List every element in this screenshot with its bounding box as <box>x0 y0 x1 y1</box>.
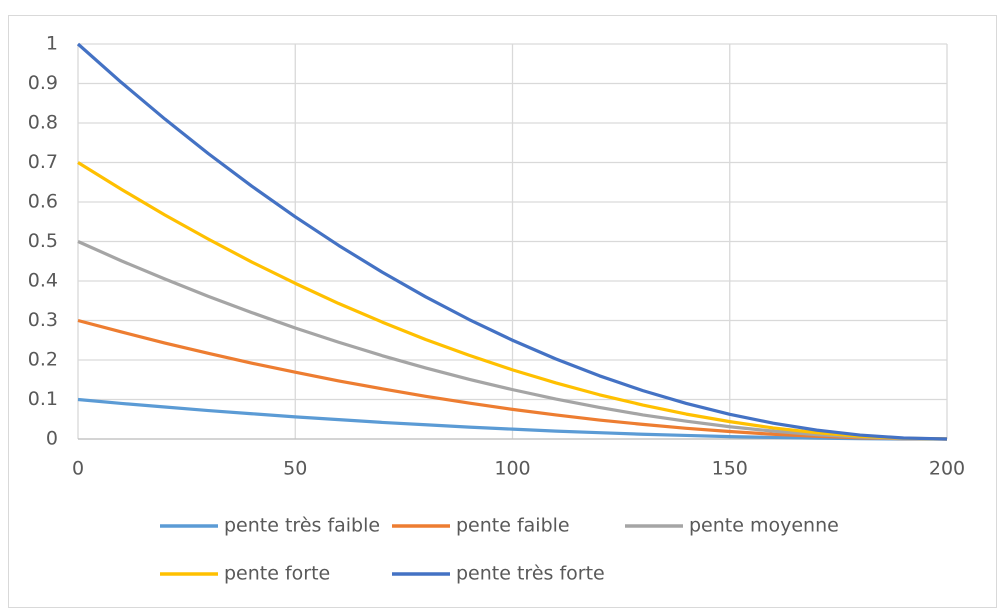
series-line <box>76 42 948 441</box>
series-line <box>77 161 948 441</box>
y-tick-label: 1 <box>46 33 58 55</box>
y-tick-label: 0.5 <box>28 230 58 252</box>
series-line <box>77 397 947 441</box>
x-tick-label: 200 <box>929 458 965 480</box>
chart-border <box>8 15 997 608</box>
legend-label: pente moyenne <box>689 515 839 537</box>
y-tick-label: 0.7 <box>28 151 58 173</box>
x-tick-label: 50 <box>283 458 307 480</box>
y-tick-label: 0 <box>46 428 58 450</box>
x-tick-label: 150 <box>712 458 748 480</box>
legend-label: pente faible <box>456 515 570 537</box>
y-tick-label: 0.8 <box>28 112 58 134</box>
series-line <box>77 318 948 441</box>
y-tick-label: 0.4 <box>28 270 58 292</box>
x-tick-label: 100 <box>494 458 530 480</box>
y-tick-label: 0.9 <box>28 72 58 94</box>
legend-label: pente forte <box>224 563 330 585</box>
y-tick-label: 0.6 <box>28 191 58 213</box>
y-tick-label: 0.1 <box>28 388 58 410</box>
legend-label: pente très faible <box>224 515 380 537</box>
y-tick-label: 0.3 <box>28 309 58 331</box>
legend-label: pente très forte <box>456 563 605 585</box>
y-tick-label: 0.2 <box>28 349 58 371</box>
x-tick-label: 0 <box>72 458 84 480</box>
series-line <box>77 240 948 441</box>
